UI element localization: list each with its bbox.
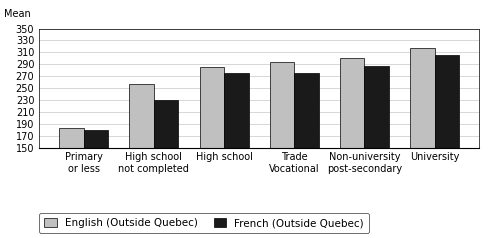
Bar	[294, 73, 318, 237]
Bar	[269, 63, 294, 237]
Bar	[434, 55, 458, 237]
Bar	[154, 100, 178, 237]
Bar	[409, 48, 434, 237]
Legend: English (Outside Quebec), French (Outside Quebec): English (Outside Quebec), French (Outsid…	[39, 213, 368, 233]
Bar	[83, 130, 108, 237]
Text: Mean: Mean	[4, 9, 31, 19]
Bar	[59, 128, 83, 237]
Bar	[364, 66, 388, 237]
Bar	[129, 84, 154, 237]
Bar	[339, 58, 364, 237]
Bar	[199, 67, 224, 237]
Bar	[224, 73, 248, 237]
